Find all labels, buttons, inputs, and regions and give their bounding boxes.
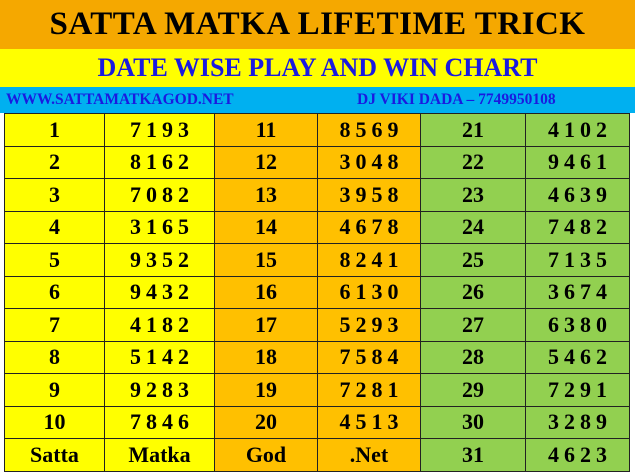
date-cell: 21 <box>420 113 526 147</box>
number-cell: 4513 <box>317 405 421 439</box>
date-cell: 17 <box>214 308 318 342</box>
number-cell: 5293 <box>317 308 421 342</box>
number-cell: 3958 <box>317 178 421 212</box>
date-cell: 16 <box>214 275 318 309</box>
date-cell: 12 <box>214 145 318 179</box>
number-cell: 7281 <box>317 373 421 407</box>
footer-cell: 31 <box>420 438 526 472</box>
date-cell: 10 <box>4 405 105 439</box>
date-cell: 5 <box>4 243 105 277</box>
number-cell: 5462 <box>525 340 630 374</box>
table-row: 4 3165 14 4678 24 7482 <box>4 210 630 244</box>
number-cell: 8162 <box>104 145 215 179</box>
number-cell: 3048 <box>317 145 421 179</box>
chart-subtitle: DATE WISE PLAY AND WIN CHART <box>0 49 635 87</box>
date-cell: 6 <box>4 275 105 309</box>
number-cell: 9432 <box>104 275 215 309</box>
table-row: 5 9352 15 8241 25 7135 <box>4 243 630 277</box>
table-row: 7 4182 17 5293 27 6380 <box>4 308 630 342</box>
date-cell: 4 <box>4 210 105 244</box>
table-row: 2 8162 12 3048 22 9461 <box>4 145 630 179</box>
date-cell: 19 <box>214 373 318 407</box>
date-cell: 14 <box>214 210 318 244</box>
date-wise-chart-table: 1 7193 11 8569 21 4102 2 8162 12 3048 22 9461 3 7082 1… <box>4 113 630 472</box>
date-cell: 26 <box>420 275 526 309</box>
date-cell: 13 <box>214 178 318 212</box>
date-cell: 20 <box>214 405 318 439</box>
number-cell: 3674 <box>525 275 630 309</box>
number-cell: 9352 <box>104 243 215 277</box>
number-cell: 9461 <box>525 145 630 179</box>
table-row: 9 9283 19 7281 29 7291 <box>4 373 630 407</box>
date-cell: 1 <box>4 113 105 147</box>
number-cell: 7135 <box>525 243 630 277</box>
contact-text: DJ VIKI DADA – 7749950108 <box>357 91 556 108</box>
website-text: WWW.SATTAMATKAGOD.NET <box>6 91 234 108</box>
date-cell: 9 <box>4 373 105 407</box>
table-row: 1 7193 11 8569 21 4102 <box>4 113 630 147</box>
date-cell: 28 <box>420 340 526 374</box>
date-cell: 29 <box>420 373 526 407</box>
number-cell: 8241 <box>317 243 421 277</box>
number-cell: 7482 <box>525 210 630 244</box>
table-row: 3 7082 13 3958 23 4639 <box>4 178 630 212</box>
footer-cell: .Net <box>317 438 421 472</box>
number-cell: 5142 <box>104 340 215 374</box>
number-cell: 4678 <box>317 210 421 244</box>
chart-title: SATTA MATKA LIFETIME TRICK <box>0 0 635 49</box>
number-cell: 4639 <box>525 178 630 212</box>
number-cell: 7082 <box>104 178 215 212</box>
date-cell: 24 <box>420 210 526 244</box>
number-cell: 6130 <box>317 275 421 309</box>
date-cell: 15 <box>214 243 318 277</box>
table-row: 6 9432 16 6130 26 3674 <box>4 275 630 309</box>
number-cell: 4182 <box>104 308 215 342</box>
footer-row: Satta Matka God .Net 31 4623 <box>4 438 630 472</box>
date-cell: 7 <box>4 308 105 342</box>
table-row: 10 7846 20 4513 30 3289 <box>4 405 630 439</box>
info-bar: WWW.SATTAMATKAGOD.NET DJ VIKI DADA – 774… <box>0 87 635 113</box>
date-cell: 3 <box>4 178 105 212</box>
date-cell: 2 <box>4 145 105 179</box>
number-cell: 8569 <box>317 113 421 147</box>
footer-cell: Satta <box>4 438 105 472</box>
number-cell: 4102 <box>525 113 630 147</box>
number-cell: 6380 <box>525 308 630 342</box>
footer-cell: God <box>214 438 318 472</box>
number-cell: 7193 <box>104 113 215 147</box>
table-row: 8 5142 18 7584 28 5462 <box>4 340 630 374</box>
number-cell: 7846 <box>104 405 215 439</box>
number-cell: 3165 <box>104 210 215 244</box>
date-cell: 8 <box>4 340 105 374</box>
footer-cell: Matka <box>104 438 215 472</box>
date-cell: 23 <box>420 178 526 212</box>
number-cell: 7291 <box>525 373 630 407</box>
date-cell: 27 <box>420 308 526 342</box>
footer-cell: 4623 <box>525 438 630 472</box>
number-cell: 7584 <box>317 340 421 374</box>
date-cell: 11 <box>214 113 318 147</box>
date-cell: 25 <box>420 243 526 277</box>
date-cell: 18 <box>214 340 318 374</box>
date-cell: 22 <box>420 145 526 179</box>
date-cell: 30 <box>420 405 526 439</box>
number-cell: 3289 <box>525 405 630 439</box>
number-cell: 9283 <box>104 373 215 407</box>
